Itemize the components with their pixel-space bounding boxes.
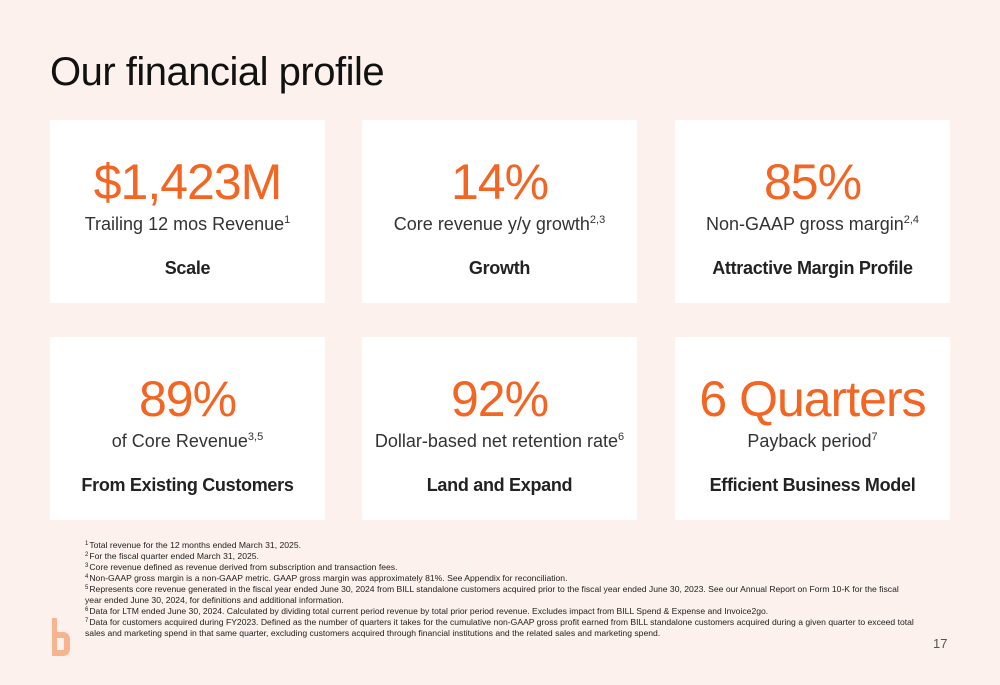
footnote-text: Data for LTM ended June 30, 2024. Calcul… <box>89 606 769 616</box>
metric-value: 89% <box>138 371 237 427</box>
footnotes: 1Total revenue for the 12 months ended M… <box>85 540 915 639</box>
footnote: 4Non-GAAP gross margin is a non-GAAP met… <box>85 573 915 584</box>
metric-card: $1,423M Trailing 12 mos Revenue1 Scale <box>50 120 325 303</box>
footnote: 1Total revenue for the 12 months ended M… <box>85 540 915 551</box>
metric-label-line: Non-GAAP gross margin2,4 <box>675 213 950 235</box>
metric-value: 6 Quarters <box>699 371 926 427</box>
metric-label-line: Payback period7 <box>675 430 950 452</box>
footnote-number: 7 <box>85 618 89 624</box>
metric-value: 14% <box>450 154 549 210</box>
footnote-number: 4 <box>85 574 89 580</box>
metric-heading: From Existing Customers <box>81 475 294 495</box>
metric-label-line: Dollar-based net retention rate6 <box>362 430 637 452</box>
footnote-ref: 1 <box>284 214 291 226</box>
footnote-number: 5 <box>85 585 89 591</box>
footnote-ref: 2,3 <box>589 214 606 226</box>
metric-label: of Core Revenue <box>111 431 248 451</box>
metric-label-line: Trailing 12 mos Revenue1 <box>50 213 325 235</box>
footnote: 2For the fiscal quarter ended March 31, … <box>85 551 915 562</box>
footnote-number: 6 <box>85 607 89 613</box>
metric-label: Payback period <box>747 431 872 451</box>
footnote-text: For the fiscal quarter ended March 31, 2… <box>89 551 259 561</box>
metric-heading: Attractive Margin Profile <box>712 258 913 278</box>
metric-card: 14% Core revenue y/y growth2,3 Growth <box>362 120 637 303</box>
footnote-text: Non-GAAP gross margin is a non-GAAP metr… <box>89 573 568 583</box>
metric-value: 92% <box>450 371 549 427</box>
metric-label-line: of Core Revenue3,5 <box>50 430 325 452</box>
footnote-text: Represents core revenue generated in the… <box>85 584 899 605</box>
logo <box>52 618 70 656</box>
footnote-text: Data for customers acquired during FY202… <box>85 617 914 638</box>
metric-card: 6 Quarters Payback period7 Efficient Busin… <box>675 337 950 520</box>
footnote-text: Core revenue defined as revenue derived … <box>89 562 398 572</box>
metric-heading: Scale <box>164 258 211 278</box>
metric-card: 89% of Core Revenue3,5 From Existing Custo… <box>50 337 325 520</box>
footnote: 5Represents core revenue generated in th… <box>85 584 915 606</box>
metric-label: Non-GAAP gross margin <box>705 214 904 234</box>
metric-label: Core revenue y/y growth <box>393 214 590 234</box>
metric-value: $1,423M <box>93 154 283 210</box>
footnote-number: 2 <box>85 552 89 558</box>
footnote-number: 1 <box>85 541 89 547</box>
footnote-ref: 2,4 <box>903 214 920 226</box>
metric-card: 92% Dollar-based net retention rate6 Land … <box>362 337 637 520</box>
metric-card: 85% Non-GAAP gross margin2,4 Attractive Ma… <box>675 120 950 303</box>
slide-title: Our financial profile <box>50 50 385 94</box>
footnote: 6Data for LTM ended June 30, 2024. Calcu… <box>85 606 915 617</box>
footnote-ref: 3,5 <box>247 431 264 443</box>
metric-heading: Land and Expand <box>426 475 573 495</box>
footnote-text: Total revenue for the 12 months ended Ma… <box>89 540 301 550</box>
footnote-ref: 6 <box>618 431 625 443</box>
page-number: 17 <box>933 636 948 651</box>
footnote-ref: 7 <box>871 431 878 443</box>
footnote-number: 3 <box>85 563 89 569</box>
metric-label: Trailing 12 mos Revenue <box>84 214 285 234</box>
metric-value: 85% <box>763 154 862 210</box>
metric-heading: Efficient Business Model <box>709 475 916 495</box>
metric-label: Dollar-based net retention rate <box>374 431 618 451</box>
footnote: 3Core revenue defined as revenue derived… <box>85 562 915 573</box>
metric-label-line: Core revenue y/y growth2,3 <box>362 213 637 235</box>
footnote: 7Data for customers acquired during FY20… <box>85 617 915 639</box>
metric-heading: Growth <box>468 258 531 278</box>
